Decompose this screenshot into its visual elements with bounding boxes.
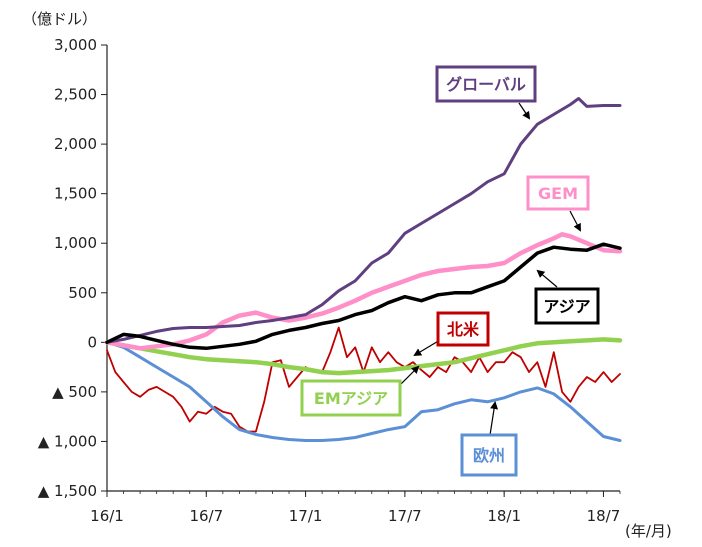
y-tick-label: 1,500	[54, 185, 97, 203]
y-tick-label: ▲ 1,000	[38, 432, 97, 450]
label-arrow	[489, 401, 499, 436]
series-line	[105, 242, 622, 351]
x-tick-label: 16/1	[90, 507, 124, 525]
series-line	[104, 232, 623, 351]
series-label-box	[534, 287, 600, 325]
x-tick-label: 16/7	[189, 507, 223, 525]
series-line	[105, 340, 622, 442]
y-tick-label: 0	[87, 333, 97, 351]
label-arrow	[413, 339, 441, 357]
y-tick-label: 3,000	[54, 36, 97, 54]
series-label-box	[436, 311, 490, 347]
series-line	[104, 337, 623, 376]
label-arrow	[399, 365, 420, 386]
x-tick-label: 18/7	[587, 507, 621, 525]
series-label: グローバル	[446, 75, 526, 94]
y-tick-label: ▲ 1,500	[38, 482, 97, 500]
y-tick-label: ▲ 500	[52, 383, 97, 401]
series-label: アジア	[543, 297, 590, 316]
series-label-box	[300, 379, 402, 417]
series-label-box	[435, 65, 537, 103]
label-arrow	[569, 210, 581, 232]
label-arrow	[536, 269, 558, 288]
series-label-box	[526, 175, 590, 211]
series-label: 北米	[447, 320, 480, 339]
x-tick-label: 17/7	[388, 507, 422, 525]
y-tick-label: 1,000	[54, 234, 97, 252]
y-tick-label: 500	[68, 284, 97, 302]
series-label: 欧州	[473, 446, 505, 465]
x-tick-label: 17/1	[289, 507, 323, 525]
series-label-box	[460, 433, 518, 477]
series-label: GEM	[538, 184, 578, 203]
x-tick-label: 18/1	[487, 507, 521, 525]
label-arrow	[518, 102, 531, 120]
series-line	[105, 97, 622, 344]
x-unit-label: (年/月)	[625, 522, 672, 540]
y-unit-label: （億ドル）	[22, 10, 97, 28]
y-tick-label: 2,000	[54, 135, 97, 153]
series-label: EMアジア	[314, 389, 388, 408]
y-tick-label: 2,500	[54, 86, 97, 104]
